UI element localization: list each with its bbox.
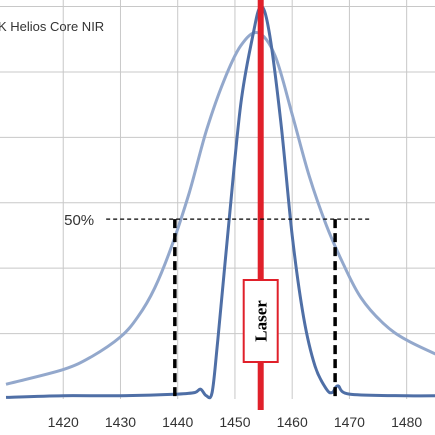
x-tick-labels: 1420 1430 1440 1450 1460 1470 1480 bbox=[48, 414, 423, 430]
laser-label: Laser bbox=[252, 300, 271, 342]
series-line-wide bbox=[5, 30, 435, 386]
x-tick-label: 1480 bbox=[391, 414, 422, 430]
series-group bbox=[5, 4, 435, 400]
half-max-label: 50% bbox=[64, 212, 94, 229]
legend-label: K Helios Core NIR bbox=[0, 19, 104, 34]
series-line-narrow bbox=[5, 4, 435, 400]
x-tick-label: 1460 bbox=[277, 414, 308, 430]
laser-label-box bbox=[242, 279, 279, 363]
x-tick-label: 1470 bbox=[334, 414, 365, 430]
x-tick-label: 1430 bbox=[105, 414, 136, 430]
x-tick-label: 1450 bbox=[219, 414, 250, 430]
chart-grid bbox=[0, 0, 435, 399]
annotation-group: Laser 50% bbox=[64, 0, 370, 410]
x-tick-label: 1420 bbox=[48, 414, 79, 430]
x-tick-label: 1440 bbox=[162, 414, 193, 430]
